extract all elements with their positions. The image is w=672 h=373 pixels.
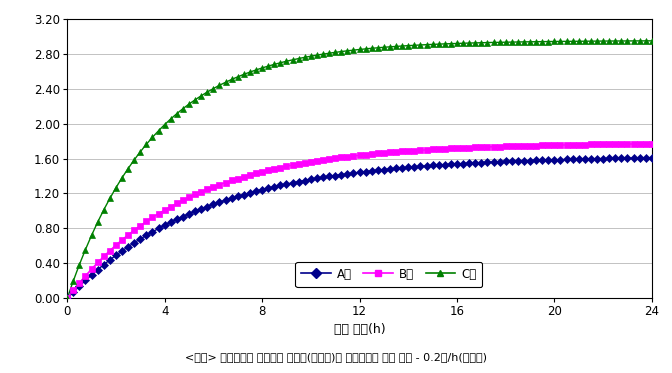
X-axis label: 시간 경과(h): 시간 경과(h) (334, 323, 385, 335)
Legend: A형, B형, C형: A형, B형, C형 (295, 262, 482, 287)
Text: <그림> 생활용품의 오염물질 방출량(측정값)과 환기횟수에 따른 변화 - 0.2회/h(공부방): <그림> 생활용품의 오염물질 방출량(측정값)과 환기횟수에 따른 변화 - … (185, 352, 487, 362)
